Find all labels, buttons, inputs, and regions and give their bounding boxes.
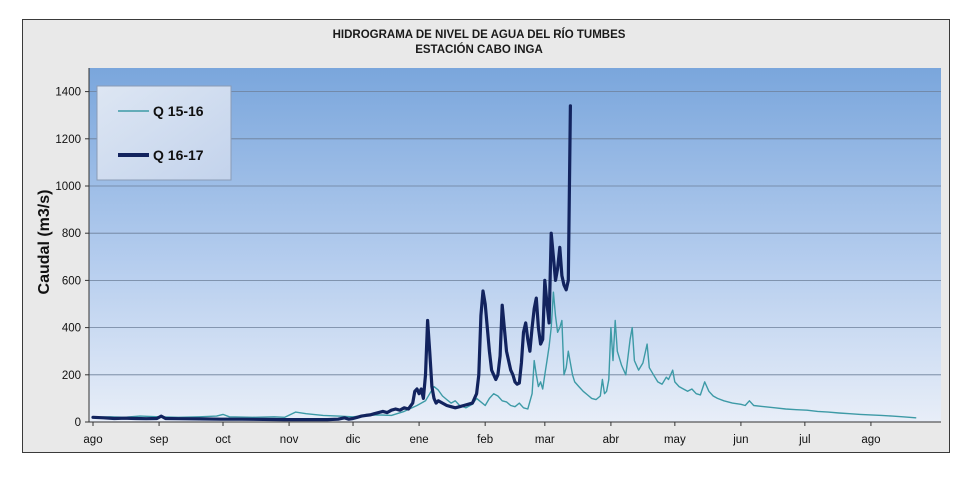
x-tick-label-ago: ago	[83, 434, 102, 446]
y-axis-ticks: 0 200 400 600 800 1000 1200 1400	[55, 68, 941, 429]
legend-label-q15-16: Q 15-16	[153, 103, 204, 119]
y-tick-label-800: 800	[62, 228, 81, 240]
legend: Q 15-16 Q 16-17	[96, 85, 232, 181]
x-tick-label-ene: ene	[409, 434, 428, 446]
x-tick-label-abr: abr	[603, 434, 620, 446]
chart-frame: HIDROGRAMA DE NIVEL DE AGUA DEL RÍO TUMB…	[22, 19, 950, 453]
legend-label-q16-17: Q 16-17	[153, 147, 204, 163]
chart-title: HIDROGRAMA DE NIVEL DE AGUA DEL RÍO TUMB…	[333, 28, 626, 41]
x-tick-label-dic: dic	[346, 434, 361, 446]
x-tick-label-nov: nov	[280, 434, 299, 446]
chart-canvas: HIDROGRAMA DE NIVEL DE AGUA DEL RÍO TUMB…	[36, 28, 941, 446]
x-axis-ticks: ago sep oct nov dic ene feb mar abr may jun jul ago	[83, 422, 881, 446]
y-axis-label: Caudal (m3/s)	[36, 190, 53, 295]
x-tick-label-oct: oct	[215, 434, 231, 446]
y-tick-label-200: 200	[62, 370, 81, 382]
x-tick-label-jun: jun	[732, 434, 748, 446]
x-tick-label-ago: ago	[861, 434, 880, 446]
y-tick-label-1400: 1400	[55, 87, 81, 99]
x-tick-label-may: may	[664, 434, 686, 446]
y-tick-label-1200: 1200	[55, 134, 81, 146]
y-tick-label-0: 0	[75, 417, 81, 429]
y-tick-label-400: 400	[62, 323, 81, 335]
legend-box	[96, 85, 232, 181]
y-tick-label-600: 600	[62, 275, 81, 287]
x-tick-label-feb: feb	[477, 434, 493, 446]
x-tick-label-jul: jul	[798, 434, 811, 446]
x-tick-label-mar: mar	[535, 434, 555, 446]
x-tick-label-sep: sep	[150, 434, 169, 446]
series-layer	[91, 104, 917, 422]
series-line-q-16-17	[91, 104, 572, 422]
y-tick-label-1000: 1000	[55, 181, 81, 193]
chart-subtitle: ESTACIÓN CABO INGA	[415, 43, 543, 56]
